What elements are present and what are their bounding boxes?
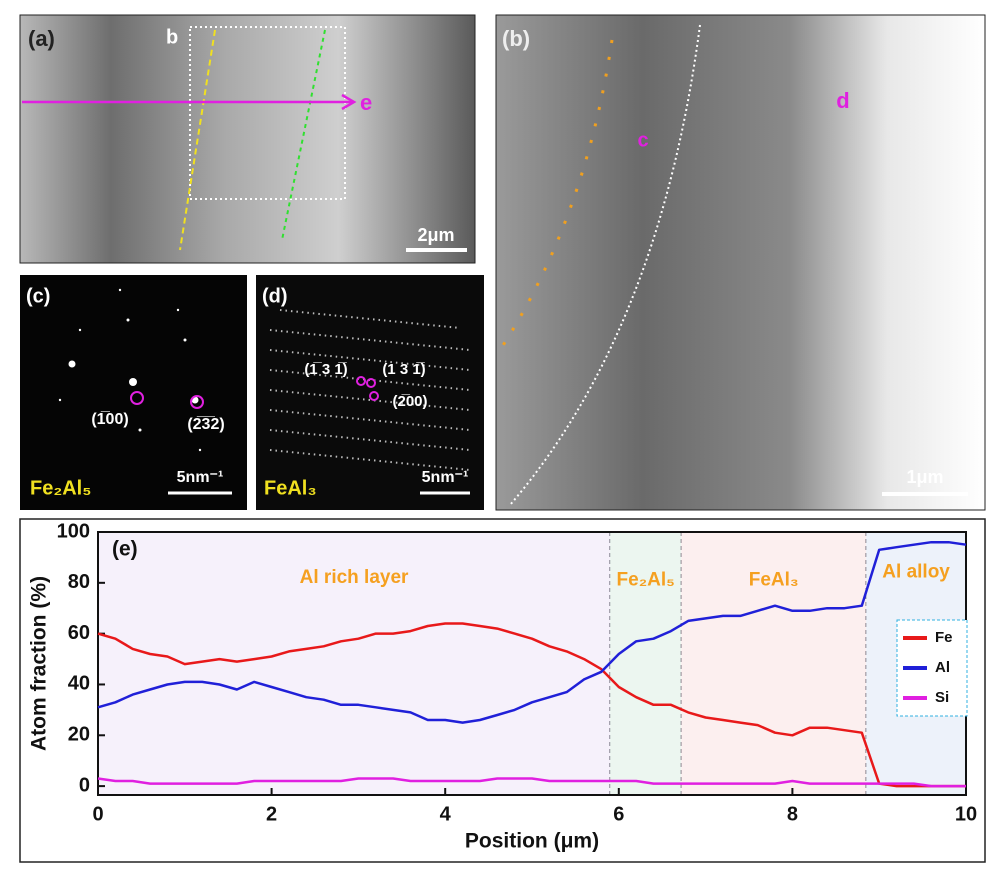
spot-marker: [190, 395, 204, 409]
scale-text: 5nm⁻¹: [177, 469, 224, 486]
x-tick-label: 6: [613, 803, 624, 825]
y-axis-label: Atom fraction (%): [28, 576, 51, 751]
legend-label: Al: [935, 659, 950, 676]
panel-a: (a) b e 2μm: [19, 14, 476, 264]
panel-d: (d) (1̅ 3 1̅) (1 3 1̅) (2̅00) FeAl₃ 5nm⁻…: [256, 275, 484, 510]
inset-box: [189, 26, 346, 200]
line: [97, 540, 967, 724]
y-tick-label: 0: [79, 774, 90, 796]
x-tick-label: 10: [955, 803, 977, 825]
region-label: Al rich layer: [300, 567, 409, 588]
panel-b: (b) c d 1μm: [495, 14, 986, 511]
diffraction-pattern: [256, 275, 484, 510]
y-tick-label: 100: [57, 520, 90, 542]
line: [97, 777, 966, 788]
region-label: d: [836, 88, 849, 113]
boundary: [509, 24, 701, 506]
phase-label: Fe₂Al₅: [30, 477, 91, 499]
panel-c: (c) (1̅00) (2̅3̅2) Fe₂Al₅ 5nm⁻¹: [20, 275, 247, 510]
y-tick-label: 80: [68, 571, 90, 593]
y-tick-label: 20: [68, 724, 90, 746]
spot-marker: [130, 391, 144, 405]
scale-text: 5nm⁻¹: [422, 469, 469, 486]
region-label: c: [637, 129, 648, 151]
arrow-head: [341, 93, 357, 111]
line: [97, 622, 966, 788]
x-tick-label: 8: [787, 803, 798, 825]
spot-marker: [366, 378, 376, 388]
phase-label: FeAl₃: [264, 477, 317, 499]
region: [610, 532, 682, 795]
panel-label: (a): [28, 26, 55, 51]
spot-marker: [369, 391, 379, 401]
scale-text: 2μm: [417, 225, 454, 245]
x-tick-label: 0: [92, 803, 103, 825]
legend-label: Fe: [935, 629, 953, 646]
micrograph: [19, 14, 476, 264]
boundary: [179, 29, 216, 251]
x-tick-label: 4: [440, 803, 452, 825]
y-tick-label: 40: [68, 673, 90, 695]
region-label: Al alloy: [882, 562, 950, 583]
legend-label: Si: [935, 689, 949, 706]
region-label: FeAl₃: [749, 569, 799, 590]
interface-markers: [498, 39, 614, 351]
panel-label: (e): [112, 538, 138, 561]
scale-text: 1μm: [906, 467, 943, 487]
index-label: (2̅3̅2): [187, 415, 224, 433]
index-label: (1̅00): [91, 410, 128, 428]
index-label: (1 3 1̅): [382, 361, 425, 378]
y-tick-label: 60: [68, 622, 90, 644]
panel-label: (b): [502, 26, 530, 51]
x-tick-label: 2: [266, 803, 277, 825]
panel-label: (c): [26, 285, 50, 307]
region-label: Fe₂Al₅: [617, 569, 675, 590]
index-label: (1̅ 3 1̅): [304, 361, 347, 378]
x-axis-label: Position (μm): [465, 830, 599, 853]
panel-label: (d): [262, 285, 288, 307]
region: [681, 532, 867, 795]
micrograph: [495, 14, 986, 511]
box-label: b: [166, 26, 178, 48]
spot-marker: [356, 376, 366, 386]
spots: [58, 288, 202, 452]
boundary: [281, 29, 326, 241]
arrow-label: e: [360, 90, 372, 115]
index-label: (2̅00): [392, 393, 427, 410]
